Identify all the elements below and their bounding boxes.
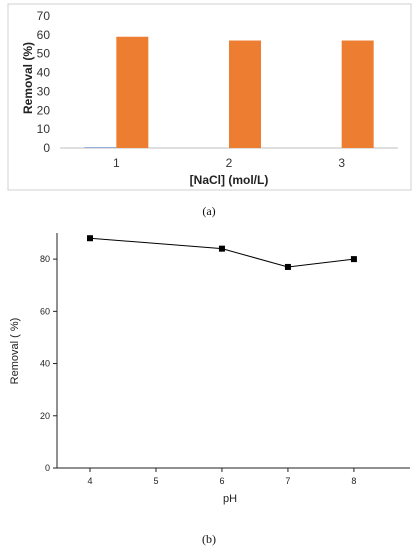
chart-b: 0 20 40 60 80 4 5 6 7 8 Removal ( %) pH [9,233,410,505]
chart-a-bar [341,40,374,149]
chart-b-data-point [350,256,357,263]
chart-a-ytick-label: 70 [37,9,51,23]
chart-b-ylabel: Removal ( %) [9,318,21,385]
chart-a-ytick-label: 0 [43,141,50,155]
chart-b-ytick-label: 40 [40,359,50,369]
chart-b-xtick-label: 8 [351,476,356,486]
chart-a-caption: (a) [202,204,215,218]
chart-a-xtick-label: 1 [113,156,120,170]
chart-a-xlabel: [NaCl] (mol/L) [190,173,269,187]
chart-a-ylabel: Removal (%) [21,42,35,114]
chart-b-data-point [86,235,93,242]
chart-a-bar [84,147,117,148]
chart-b-xlabel: pH [223,493,237,505]
chart-a-xtick-label: 3 [338,156,345,170]
chart-b-caption: (b) [202,532,216,546]
chart-b-ytick-label: 0 [45,463,50,473]
chart-b-data-point [218,245,225,252]
chart-a-bar [116,36,149,148]
chart-a-xtick-label: 2 [226,156,233,170]
chart-a-ytick-label: 20 [37,103,51,117]
chart-b-ytick-label: 60 [40,306,50,316]
chart-b-xtick-label: 4 [87,476,92,486]
chart-a-ytick-label: 30 [37,84,51,98]
chart-b-ytick-label: 80 [40,254,50,264]
chart-b-xtick-label: 6 [219,476,224,486]
chart-a-ytick-label: 40 [37,66,51,80]
chart-a-ytick-label: 10 [37,122,51,136]
chart-a-ytick-label: 60 [37,28,51,42]
chart-b-data-point [284,263,291,270]
chart-b-xtick-label: 7 [285,476,290,486]
chart-a-ytick-label: 50 [37,47,51,61]
chart-a-bar [229,40,261,149]
chart-b-xtick-label: 5 [153,476,158,486]
chart-b-ytick-label: 20 [40,411,50,421]
chart-a: 0 10 20 30 40 50 60 70 1 2 3 Removal (%) [NaCl] (… [7,3,412,191]
chart-b-series-line [89,237,354,268]
